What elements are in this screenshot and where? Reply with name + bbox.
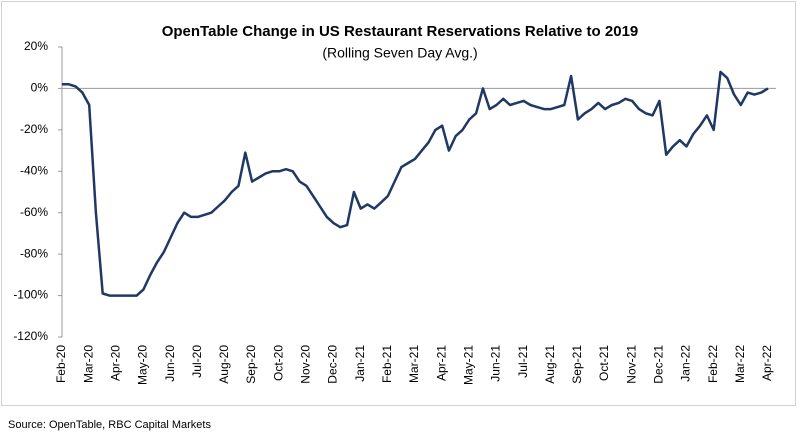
x-tick-label: Feb-22: [706, 345, 720, 383]
x-tick-label: Sep-20: [244, 345, 258, 384]
x-tick-label: Apr-22: [760, 345, 774, 381]
y-tick-label: 20%: [24, 39, 48, 53]
x-tick-label: Jul-21: [516, 345, 530, 378]
chart-title: OpenTable Change in US Restaurant Reserv…: [162, 23, 639, 40]
y-tick-label: -40%: [20, 163, 48, 177]
chart-frame: [1, 1, 796, 406]
x-tick-label: Dec-21: [652, 345, 666, 384]
y-tick-label: 0%: [31, 81, 49, 95]
y-tick-label: -80%: [20, 246, 48, 260]
x-tick-label: Jun-21: [489, 345, 503, 382]
x-tick-label: Apr-21: [434, 345, 448, 381]
x-tick-label: Nov-20: [299, 345, 313, 384]
data-line: [62, 70, 769, 297]
y-tick-label: -120%: [13, 329, 48, 343]
x-tick-label: Sep-21: [570, 345, 584, 384]
x-tick-label: Nov-21: [624, 345, 638, 384]
x-tick-label: Jan-22: [679, 345, 693, 382]
x-tick-label: Jun-20: [163, 345, 177, 382]
x-tick-label: May-21: [461, 345, 475, 385]
x-tick-label: Feb-21: [380, 345, 394, 383]
x-tick-label: Feb-20: [54, 345, 68, 383]
x-tick-label: Mar-22: [733, 345, 747, 383]
source-note: Source: OpenTable, RBC Capital Markets: [8, 419, 211, 431]
x-tick-label: Apr-20: [108, 345, 122, 381]
x-tick-label: Jan-21: [353, 345, 367, 382]
chart-subtitle: (Rolling Seven Day Avg.): [322, 45, 477, 61]
x-tick-label: Mar-21: [407, 345, 421, 383]
y-tick-label: -60%: [20, 205, 48, 219]
x-tick-label: Dec-20: [326, 345, 340, 384]
x-tick-label: Aug-20: [217, 345, 231, 384]
x-tick-label: Oct-21: [597, 345, 611, 381]
x-tick-label: Oct-20: [271, 345, 285, 381]
y-tick-label: -20%: [20, 122, 48, 136]
x-tick-label: Aug-21: [543, 345, 557, 384]
x-tick-label: Mar-20: [81, 345, 95, 383]
x-tick-label: Jul-20: [190, 345, 204, 378]
x-tick-label: May-20: [136, 345, 150, 385]
y-tick-label: -100%: [13, 288, 48, 302]
